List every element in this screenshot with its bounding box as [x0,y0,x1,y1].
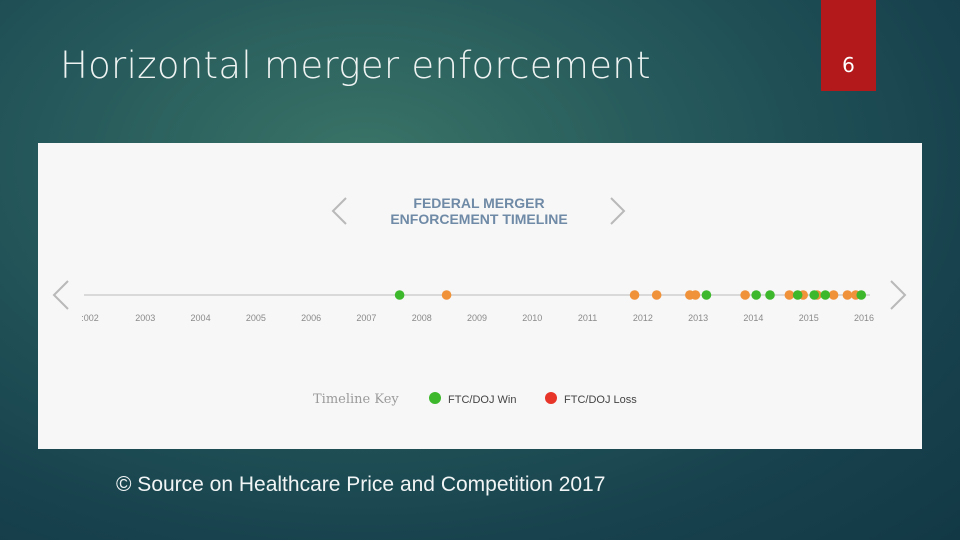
tick-label-2005: 2005 [246,313,266,323]
timeline-point-loss-1[interactable] [441,290,452,300]
timeline-point-loss-2[interactable] [629,290,640,300]
tick-label-2004: 2004 [191,313,211,323]
timeline-point-win-8[interactable] [856,290,867,300]
legend-title: Timeline Key [313,392,399,407]
timeline-point-win-7[interactable] [820,290,831,300]
tick-label-2008: 2008 [412,313,432,323]
tick-label-2003: 2003 [135,313,155,323]
legend-win-label: FTC/DOJ Win [448,394,516,406]
timeline-point-win-2[interactable] [701,290,712,300]
tick-label-2015: 2015 [799,313,819,323]
timeline-points [394,290,867,300]
timeline-chart: FEDERAL MERGER ENFORCEMENT TIMELINE :002… [52,195,907,407]
legend-loss-marker [545,392,557,404]
tick-label-2011: 2011 [578,313,597,323]
timeline-panel: FEDERAL MERGER ENFORCEMENT TIMELINE :002… [38,143,922,449]
timeline-point-loss-10[interactable] [828,290,839,300]
timeline-next-arrow-icon[interactable] [890,280,907,310]
timeline-point-win-6[interactable] [809,290,820,300]
tick-label-2013: 2013 [688,313,708,323]
timeline-title-line-2: ENFORCEMENT TIMELINE [390,211,567,227]
timeline-point-win-1[interactable] [394,290,405,300]
tick-label-2012: 2012 [633,313,653,323]
timeline-ticks: :002 2003 2004 2005 2006 2007 2008 2009 2010 2011… [81,313,874,323]
slide-title: Horizontal merger enforcement [60,44,651,87]
timeline-point-win-4[interactable] [765,290,775,300]
timeline-point-loss-11[interactable] [842,290,853,300]
timeline-prev-arrow-icon[interactable] [52,280,69,310]
title-next-chevron-icon[interactable] [610,197,626,225]
timeline-point-loss-3[interactable] [651,290,662,300]
tick-label-2006: 2006 [301,313,321,323]
timeline-title-line-1: FEDERAL MERGER [413,195,544,211]
source-caption: © Source on Healthcare Price and Competi… [116,473,606,496]
tick-label-2007: 2007 [356,313,376,323]
legend-loss-label: FTC/DOJ Loss [564,394,637,406]
tick-label-2009: 2009 [467,313,487,323]
tick-label-2010: 2010 [522,313,542,323]
timeline-point-loss-5[interactable] [690,290,701,300]
timeline-point-win-5[interactable] [792,290,803,300]
tick-label-2014: 2014 [743,313,763,323]
timeline-legend: Timeline Key FTC/DOJ Win FTC/DOJ Loss [313,392,637,407]
page-number-badge: 6 [821,0,876,91]
legend-win-marker [429,392,441,404]
tick-label-2002: :002 [81,313,99,323]
tick-label-2016: 2016 [854,313,874,323]
title-prev-chevron-icon[interactable] [331,197,347,225]
page-number: 6 [842,53,855,77]
timeline-point-loss-6[interactable] [740,290,750,300]
timeline-point-loss-7[interactable] [784,290,795,300]
timeline-point-win-3[interactable] [751,290,761,300]
